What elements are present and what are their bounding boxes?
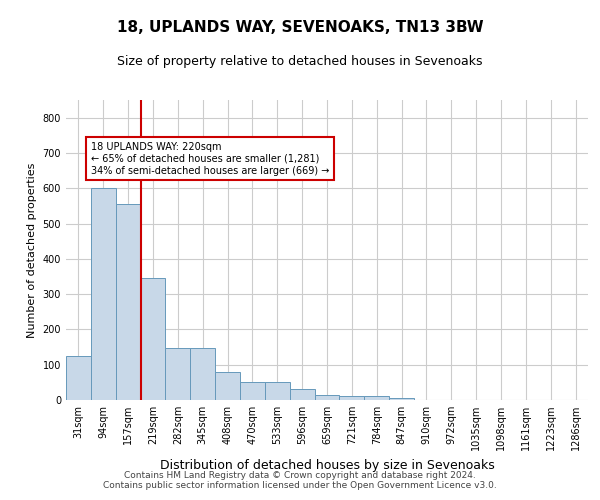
Bar [116,204,140,400]
Bar [190,348,215,400]
Bar [140,278,166,400]
Bar [240,382,265,400]
Text: 18, UPLANDS WAY, SEVENOAKS, TN13 3BW: 18, UPLANDS WAY, SEVENOAKS, TN13 3BW [116,20,484,35]
Bar [290,390,314,400]
Bar [166,348,190,400]
X-axis label: Distribution of detached houses by size in Sevenoaks: Distribution of detached houses by size … [160,458,494,471]
Text: Size of property relative to detached houses in Sevenoaks: Size of property relative to detached ho… [117,55,483,68]
Y-axis label: Number of detached properties: Number of detached properties [27,162,37,338]
Text: 18 UPLANDS WAY: 220sqm
← 65% of detached houses are smaller (1,281)
34% of semi-: 18 UPLANDS WAY: 220sqm ← 65% of detached… [91,142,329,176]
Bar [389,398,414,400]
Bar [91,188,116,400]
Bar [265,382,290,400]
Text: Contains HM Land Registry data © Crown copyright and database right 2024.
Contai: Contains HM Land Registry data © Crown c… [103,470,497,490]
Bar [364,396,389,400]
Bar [314,395,340,400]
Bar [215,372,240,400]
Bar [340,396,364,400]
Bar [66,356,91,400]
